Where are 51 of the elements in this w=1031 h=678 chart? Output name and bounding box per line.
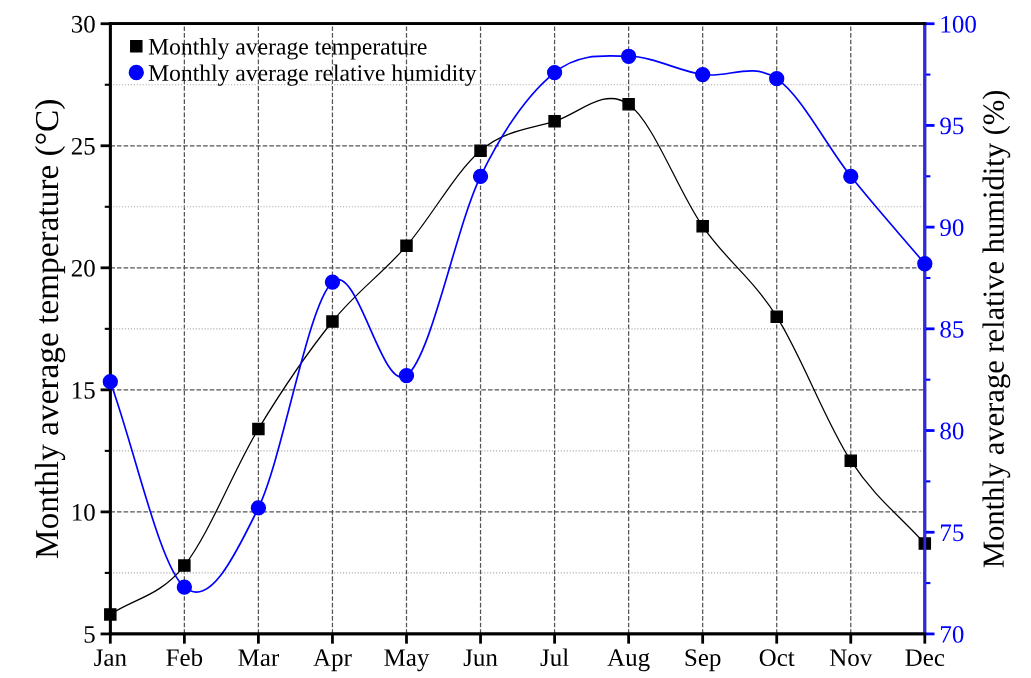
y2-tick-label: 70: [941, 625, 964, 643]
y2-axis-title: Monthly average relative humidity (%): [982, 90, 1011, 568]
y-tick-label: 5: [84, 626, 95, 643]
point: [769, 71, 785, 87]
y-tick-label: 10: [72, 503, 95, 521]
legend-label: Monthly average temperature: [148, 38, 427, 60]
x-tick-label: Aug: [607, 649, 650, 672]
x-tick-label: Jun: [463, 649, 498, 667]
y-axis-title: Monthly average temperature (°C): [34, 100, 66, 559]
point: [695, 66, 711, 83]
point: [102, 374, 118, 390]
point: [696, 220, 709, 233]
x-tick-label: Jan: [94, 649, 127, 667]
y-tick-label: 20: [71, 259, 95, 277]
point: [326, 315, 339, 328]
legend-label: Monthly average relative humidity: [148, 64, 477, 86]
y-tick-label: 15: [72, 382, 95, 399]
y2-tick-label: 75: [941, 524, 964, 542]
y2-tick-label: 80: [940, 422, 964, 440]
x-tick-label: May: [384, 649, 430, 672]
x-tick-label: Dec: [905, 649, 945, 667]
point: [250, 500, 267, 516]
point: [252, 422, 265, 436]
point: [176, 579, 193, 595]
y-tick-label: 30: [71, 15, 95, 33]
x-tick-label: Jul: [540, 648, 569, 667]
point: [843, 168, 859, 184]
point: [472, 168, 489, 184]
x-tick-label: Apr: [313, 649, 352, 672]
y2-tick-label: 100: [941, 15, 976, 33]
point: [844, 454, 858, 467]
point: [917, 256, 933, 272]
y-tick-label: 25: [71, 137, 95, 155]
point: [474, 144, 487, 157]
point: [620, 48, 637, 64]
point: [622, 98, 635, 111]
point: [178, 559, 191, 572]
y2-tick-label: 95: [940, 117, 964, 135]
x-tick-label: Sep: [685, 649, 721, 672]
x-tick-label: Nov: [829, 649, 873, 667]
point: [770, 310, 783, 323]
point: [324, 274, 341, 290]
point: [546, 64, 563, 81]
x-tick-label: Oct: [759, 649, 795, 667]
x-tick-label: Feb: [166, 648, 203, 667]
y2-tick-label: 90: [940, 219, 964, 237]
point: [548, 115, 561, 128]
point: [400, 239, 413, 253]
point: [398, 367, 415, 384]
y2-tick-label: 85: [940, 320, 964, 338]
x-tick-label: Mar: [238, 649, 280, 667]
